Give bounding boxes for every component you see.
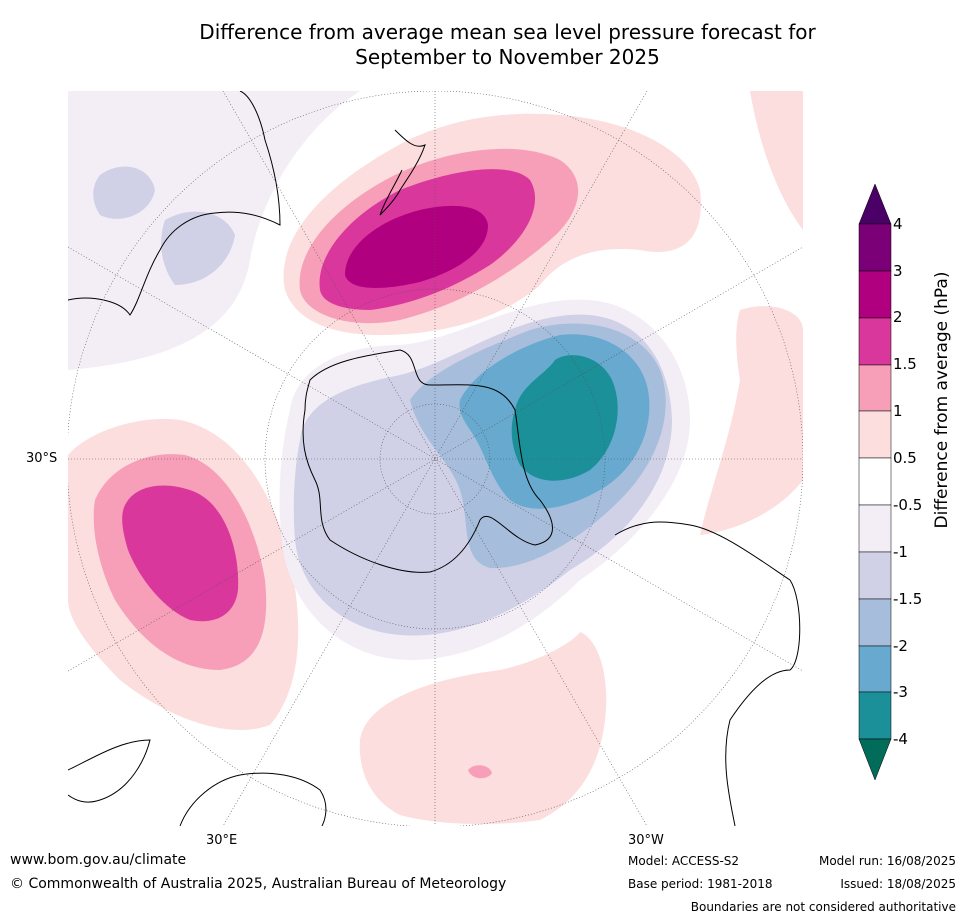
title-line-1: Difference from average mean sea level p… xyxy=(199,20,816,44)
colorbar-tick: -3 xyxy=(893,683,908,701)
colorbar xyxy=(858,183,892,781)
footer-model: Model: ACCESS-S2 xyxy=(628,854,740,868)
coastline-africa-south xyxy=(179,772,327,826)
colorbar-tick: -2 xyxy=(893,637,908,655)
colorbar-label: Difference from average (hPa) xyxy=(932,271,952,529)
coastline-australia xyxy=(68,91,281,316)
colorbar-band xyxy=(858,317,892,366)
footer-model-run: Model run: 16/08/2025 xyxy=(818,854,956,868)
colorbar-band xyxy=(858,270,892,319)
anomaly-field xyxy=(68,91,803,826)
colorbar-band xyxy=(858,598,892,647)
coastline-africa xyxy=(68,739,151,803)
colorbar-band xyxy=(858,223,892,272)
coastlines xyxy=(68,91,801,826)
contour-positive-nz-2 xyxy=(345,205,488,288)
colorbar-tick: 1.5 xyxy=(893,355,917,373)
contour-positive-south-1 xyxy=(468,765,492,779)
colorbar-tick: -1 xyxy=(893,543,908,561)
footer-issued: Issued: 18/08/2025 xyxy=(840,877,956,891)
colorbar-tick: 0.5 xyxy=(893,449,917,467)
colorbar-extend-bottom xyxy=(858,738,892,781)
label-30w: 30°W xyxy=(628,833,664,848)
contour-negative-ant-3 xyxy=(511,355,618,481)
colorbar-tick: -0.5 xyxy=(893,496,923,514)
colorbar-tick: 2 xyxy=(893,308,903,326)
colorbar-band xyxy=(858,410,892,459)
colorbar-band xyxy=(858,364,892,412)
colorbar-band xyxy=(858,691,892,740)
map-title: Difference from average mean sea level p… xyxy=(40,20,965,70)
graticule-meridian xyxy=(222,91,648,826)
colorbar-tick: 4 xyxy=(893,215,903,233)
colorbar-extend-top xyxy=(858,183,892,225)
footer-copyright: © Commonwealth of Australia 2025, Austra… xyxy=(10,876,507,892)
colorbar-tick: -4 xyxy=(893,730,908,748)
coastline-antarctica xyxy=(302,349,553,573)
contour-negative-australia-inner xyxy=(93,166,155,219)
footer-disclaimer: Boundaries are not considered authoritat… xyxy=(690,900,956,914)
contour-positive-west-1.5 xyxy=(122,485,239,622)
contour-positive-south-0.5 xyxy=(359,632,607,825)
title-line-2: September to November 2025 xyxy=(355,45,660,69)
colorbar-band xyxy=(858,457,892,506)
graticule-meridian xyxy=(68,246,803,672)
footer-url[interactable]: www.bom.gov.au/climate xyxy=(10,852,187,868)
contour-negative-australia-inner2 xyxy=(161,211,235,285)
colorbar-band xyxy=(858,551,892,600)
label-30s: 30°S xyxy=(26,451,58,466)
footer-base-period: Base period: 1981-2018 xyxy=(628,877,773,891)
label-30e: 30°E xyxy=(206,833,238,848)
graticule xyxy=(68,91,803,826)
contour-positive-ne xyxy=(750,91,803,230)
colorbar-tick: -1.5 xyxy=(893,590,923,608)
graticule-meridian xyxy=(68,246,803,672)
colorbar-tick: 1 xyxy=(893,402,903,420)
graticule-meridian xyxy=(222,91,648,826)
colorbar-band xyxy=(858,645,892,693)
coastline-south-america xyxy=(614,521,801,826)
coastline-new-zealand xyxy=(379,129,426,216)
colorbar-band xyxy=(858,504,892,553)
colorbar-tick: 3 xyxy=(893,262,903,280)
contour-positive-east xyxy=(700,306,803,535)
